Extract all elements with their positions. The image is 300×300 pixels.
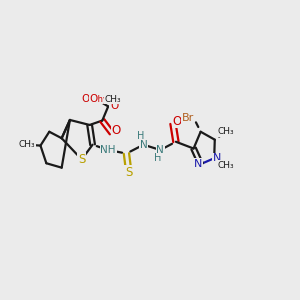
Text: methyl: methyl — [82, 95, 111, 104]
Text: N: N — [140, 140, 147, 150]
Text: S: S — [78, 153, 85, 166]
Text: NH: NH — [100, 145, 116, 155]
Text: O: O — [110, 101, 118, 111]
Text: O: O — [172, 115, 182, 128]
Text: N: N — [213, 153, 221, 163]
Text: CH₃: CH₃ — [19, 140, 35, 149]
Text: CH₃: CH₃ — [105, 95, 121, 104]
Text: H: H — [154, 153, 161, 163]
Text: N: N — [194, 159, 202, 169]
Text: CH₃: CH₃ — [218, 161, 234, 170]
Text: S: S — [125, 166, 133, 178]
Text: O: O — [81, 94, 89, 104]
Text: O: O — [90, 94, 98, 104]
Text: CH₃: CH₃ — [218, 127, 234, 136]
Text: N: N — [156, 145, 164, 155]
Text: H: H — [137, 131, 144, 142]
Text: Br: Br — [182, 112, 194, 123]
Text: O: O — [112, 124, 121, 137]
